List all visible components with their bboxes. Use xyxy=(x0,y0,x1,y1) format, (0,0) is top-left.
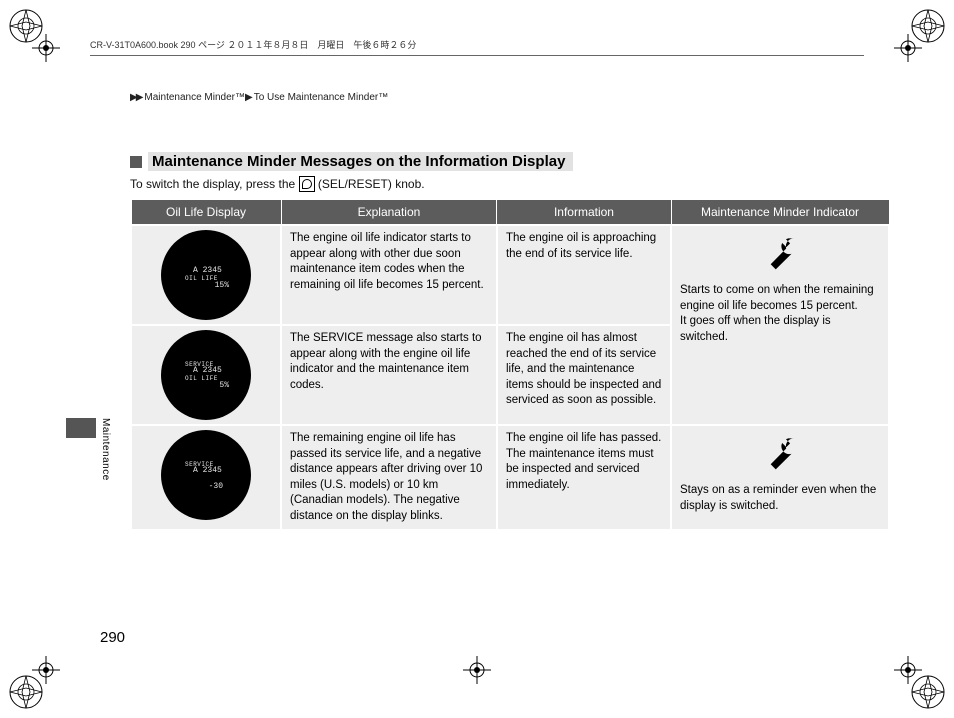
cell-indicator-top: Starts to come on when the remaining eng… xyxy=(671,225,889,425)
col-header-information: Information xyxy=(497,200,671,226)
table-row: SERVICE A 2345 -30 The remaining engine … xyxy=(131,425,889,530)
cell-information: The engine oil life has passed. The main… xyxy=(497,425,671,530)
header-meta-text: CR-V-31T0A600.book 290 ページ ２０１１年８月８日 月曜日… xyxy=(90,40,416,50)
gauge-codes: A 2345 xyxy=(193,466,222,477)
switch-instruction: To switch the display, press the (SEL/RE… xyxy=(130,177,890,193)
col-header-explanation: Explanation xyxy=(281,200,497,226)
col-header-indicator: Maintenance Minder Indicator xyxy=(671,200,889,226)
cell-explanation: The SERVICE message also starts to appea… xyxy=(281,325,497,425)
indicator-text-1: Stays on as a reminder even when the dis… xyxy=(680,483,880,514)
wrench-icon xyxy=(760,235,800,275)
oil-life-gauge-icon: A 2345 OIL LIFE 15% xyxy=(161,230,251,320)
cell-display: A 2345 OIL LIFE 15% xyxy=(131,225,281,325)
cell-explanation: The remaining engine oil life has passed… xyxy=(281,425,497,530)
gauge-value: 15% xyxy=(215,281,229,292)
switch-post: (SEL/RESET) knob. xyxy=(315,177,425,191)
breadcrumb-arrows: ▶▶ xyxy=(130,92,141,103)
cell-indicator-bottom: Stays on as a reminder even when the dis… xyxy=(671,425,889,530)
breadcrumb: ▶▶Maintenance Minder™▶To Use Maintenance… xyxy=(130,92,388,103)
cell-display: SERVICE A 2345 -30 xyxy=(131,425,281,530)
col-header-display: Oil Life Display xyxy=(131,200,281,226)
side-label: Maintenance xyxy=(100,418,111,481)
page: CR-V-31T0A600.book 290 ページ ２０１１年８月８日 月曜日… xyxy=(0,0,954,718)
breadcrumb-part1: Maintenance Minder™ xyxy=(144,92,245,103)
breadcrumb-sep: ▶ xyxy=(245,92,251,103)
gauge-oil-label: OIL LIFE xyxy=(185,375,218,383)
corner-ornament-icon xyxy=(6,6,46,46)
corner-ornament-icon xyxy=(908,672,948,712)
breadcrumb-part2: To Use Maintenance Minder™ xyxy=(254,92,389,103)
content: Maintenance Minder Messages on the Infor… xyxy=(130,152,890,531)
corner-ornament-icon xyxy=(6,672,46,712)
indicator-text-1: Starts to come on when the remaining eng… xyxy=(680,283,880,314)
maintenance-table: Oil Life Display Explanation Information… xyxy=(130,199,890,531)
section-square-icon xyxy=(130,156,142,168)
cell-explanation: The engine oil life indicator starts to … xyxy=(281,225,497,325)
table-row: A 2345 OIL LIFE 15% The engine oil life … xyxy=(131,225,889,325)
corner-ornament-icon xyxy=(908,6,948,46)
section-title: Maintenance Minder Messages on the Infor… xyxy=(148,152,573,171)
switch-pre: To switch the display, press the xyxy=(130,177,299,191)
oil-life-gauge-icon: SERVICE A 2345 -30 xyxy=(161,430,251,520)
side-tab-block xyxy=(66,418,96,438)
indicator-text-2: It goes off when the display is switched… xyxy=(680,314,880,345)
page-number: 290 xyxy=(100,629,125,646)
crop-mark-icon xyxy=(463,656,491,684)
cell-information: The engine oil is approaching the end of… xyxy=(497,225,671,325)
section-title-row: Maintenance Minder Messages on the Infor… xyxy=(130,152,890,171)
gauge-value: -30 xyxy=(209,482,223,493)
gauge-value: 5% xyxy=(219,381,229,392)
cell-information: The engine oil has almost reached the en… xyxy=(497,325,671,425)
cell-display: SERVICE A 2345 OIL LIFE 5% xyxy=(131,325,281,425)
header-meta: CR-V-31T0A600.book 290 ページ ２０１１年８月８日 月曜日… xyxy=(90,38,864,60)
gauge-oil-label: OIL LIFE xyxy=(185,275,218,283)
oil-life-gauge-icon: SERVICE A 2345 OIL LIFE 5% xyxy=(161,330,251,420)
wrench-icon xyxy=(760,435,800,475)
table-header-row: Oil Life Display Explanation Information… xyxy=(131,200,889,226)
sel-reset-knob-icon xyxy=(299,176,315,192)
